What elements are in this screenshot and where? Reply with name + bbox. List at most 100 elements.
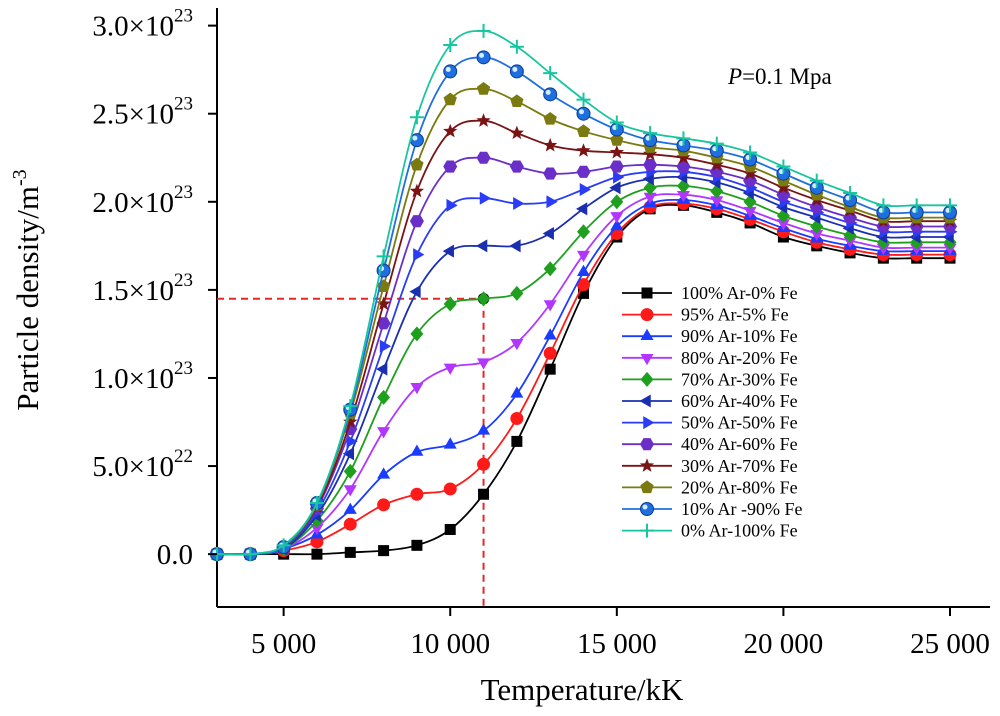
marker-triangle-right	[379, 339, 392, 353]
marker-diamond	[640, 371, 654, 387]
marker-plus	[643, 126, 658, 141]
marker-plus	[809, 173, 824, 188]
y-tick-label: 2.0×1023	[92, 182, 193, 219]
marker-star	[543, 137, 558, 152]
marker-plus	[943, 198, 957, 213]
marker-diamond	[577, 224, 590, 240]
legend-label: 60% Ar-40% Fe	[681, 391, 798, 411]
marker-triangle-up	[510, 386, 524, 398]
marker-triangle-left	[542, 227, 554, 241]
marker-star	[476, 113, 491, 127]
tick-labels: 5 000 10 000 15 000 20 000 25 000 0.0 5.0×1022…	[92, 6, 989, 660]
marker-triangle-left	[509, 239, 521, 253]
y-tick-exponent: 23	[174, 182, 193, 203]
marker-star	[609, 144, 624, 159]
marker-hexagon	[443, 160, 458, 173]
marker-ball-highlight	[412, 135, 418, 141]
series-layer	[209, 23, 958, 562]
marker-plus	[243, 547, 258, 562]
marker-square	[311, 548, 323, 560]
x-tick-label: 15 000	[577, 628, 657, 660]
marker-plus	[609, 115, 624, 130]
marker-ball-highlight	[445, 66, 451, 72]
marker-pentagon	[610, 133, 624, 146]
marker-triangle-right	[479, 191, 492, 205]
marker-diamond	[543, 261, 557, 277]
marker-circle	[310, 535, 324, 549]
marker-plus	[443, 37, 458, 52]
marker-triangle-up	[610, 218, 624, 231]
y-tick-mantissa: 5.0×10	[92, 451, 174, 483]
y-tick-label: 1.5×1023	[92, 270, 193, 307]
legend-label: 10% Ar -90% Fe	[681, 499, 802, 519]
marker-triangle-left	[576, 202, 588, 216]
marker-triangle-down	[510, 338, 524, 351]
marker-hexagon	[543, 167, 558, 180]
y-tick-exponent: 23	[174, 6, 193, 27]
marker-square	[444, 523, 456, 535]
marker-triangle-down	[643, 192, 657, 205]
marker-ball	[640, 502, 654, 516]
series-7	[213, 165, 958, 561]
marker-triangle-left	[409, 285, 421, 299]
marker-diamond	[510, 285, 524, 301]
marker-triangle-right	[513, 197, 525, 211]
marker-hexagon	[576, 165, 591, 178]
marker-triangle-down	[377, 427, 391, 439]
legend-label: 30% Ar-70% Fe	[681, 456, 798, 476]
marker-diamond	[410, 326, 424, 342]
marker-triangle-down	[676, 190, 690, 203]
marker-square	[411, 539, 423, 551]
marker-diamond	[443, 296, 457, 312]
y-tick-label: 5.0×1022	[92, 446, 193, 483]
y-tick-exponent: 22	[174, 446, 193, 467]
legend-label: 100% Ar-0% Fe	[681, 283, 798, 303]
y-tick-exponent: 23	[174, 270, 193, 291]
y-tick-mantissa: 0.0	[157, 539, 193, 571]
x-tick-label: 25 000	[910, 628, 990, 660]
marker-plus	[343, 399, 358, 414]
marker-triangle-right	[346, 434, 358, 448]
y-tick-mantissa: 2.0×10	[92, 187, 174, 219]
marker-triangle-right	[446, 198, 458, 212]
marker-triangle-left	[376, 362, 388, 376]
marker-plus	[709, 136, 724, 151]
marker-circle	[410, 487, 424, 501]
marker-triangle-up	[410, 444, 424, 456]
legend-label: 40% Ar-60% Fe	[681, 434, 798, 454]
marker-square	[478, 488, 490, 500]
marker-ball	[476, 50, 491, 65]
marker-ball-highlight	[512, 66, 518, 72]
marker-triangle-right	[413, 248, 425, 262]
marker-star	[576, 143, 591, 157]
marker-triangle-up	[640, 328, 654, 340]
marker-triangle-up	[477, 423, 491, 435]
marker-plus	[676, 131, 691, 146]
legend-label: 95% Ar-5% Fe	[681, 305, 789, 325]
marker-pentagon	[476, 82, 491, 95]
marker-pentagon	[543, 111, 557, 125]
legend-label: 80% Ar-20% Fe	[681, 348, 798, 368]
marker-star	[742, 166, 758, 180]
marker-circle	[510, 411, 524, 425]
marker-triangle-down	[776, 219, 790, 231]
marker-star	[409, 183, 425, 198]
marker-square	[544, 363, 556, 375]
marker-hexagon	[640, 438, 654, 451]
y-tick-mantissa: 1.0×10	[92, 363, 174, 395]
series-line	[216, 170, 950, 556]
marker-ball	[443, 64, 458, 79]
marker-pentagon	[443, 92, 457, 106]
marker-star	[376, 296, 391, 311]
marker-triangle-up	[543, 328, 557, 340]
marker-triangle-left	[609, 181, 621, 195]
marker-triangle-down	[577, 250, 590, 263]
marker-star	[443, 123, 458, 138]
marker-hexagon	[909, 220, 924, 233]
y-tick-mantissa: 1.5×10	[92, 275, 174, 307]
marker-hexagon	[509, 160, 524, 173]
marker-hexagon	[676, 160, 691, 173]
marker-triangle-up	[343, 502, 357, 514]
